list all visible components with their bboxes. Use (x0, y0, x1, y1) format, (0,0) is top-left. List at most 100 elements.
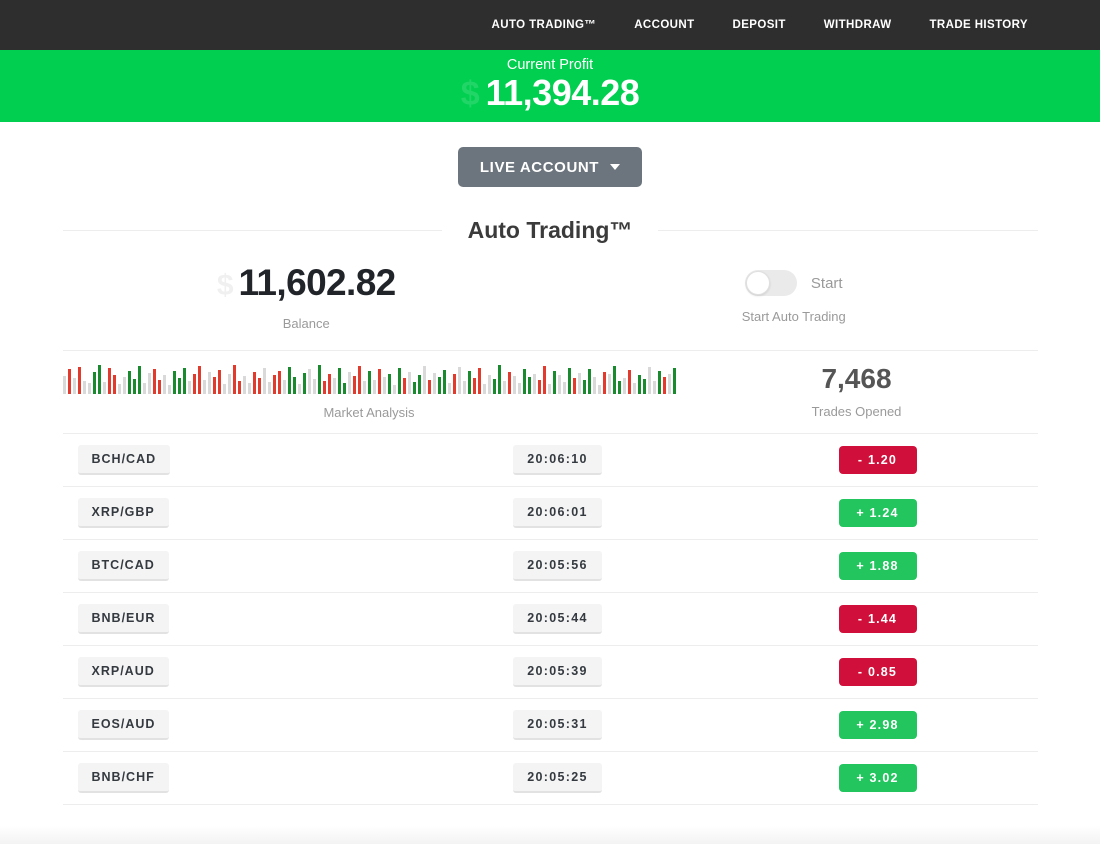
trade-pair-cell: XRP/AUD (63, 657, 398, 687)
market-analysis-bar (512, 376, 516, 394)
market-analysis-bar (167, 385, 171, 394)
stats-row-primary: $ 11,602.82 Balance Start Start Auto Tra… (62, 244, 1038, 351)
trade-time-badge: 20:05:56 (513, 551, 602, 581)
market-analysis-bar (222, 384, 226, 394)
market-analysis-bar (572, 378, 576, 394)
market-analysis-bar (332, 377, 336, 394)
market-analysis-bar (302, 373, 306, 394)
market-analysis-bar (447, 383, 451, 394)
trade-time-badge: 20:05:44 (513, 604, 602, 634)
trade-time-cell: 20:06:10 (398, 445, 718, 475)
market-analysis-bar (672, 368, 676, 394)
market-analysis-caption: Market Analysis (323, 405, 415, 420)
trade-pair-badge: BCH/CAD (77, 445, 171, 475)
market-analysis-bar (257, 378, 261, 394)
current-profit-value-group: $ 11,394.28 (461, 74, 640, 114)
market-analysis-bar (362, 380, 366, 394)
market-analysis-bar (567, 367, 571, 394)
market-analysis-bar (452, 374, 456, 394)
market-analysis-bar (82, 380, 86, 394)
market-analysis-bar (322, 381, 326, 394)
trade-time-cell: 20:05:31 (398, 710, 718, 740)
market-analysis-bar (467, 370, 471, 394)
market-analysis-bar (77, 367, 81, 394)
table-row[interactable]: XRP/AUD 20:05:39 - 0.85 (62, 646, 1038, 699)
auto-trading-toggle[interactable] (744, 270, 797, 296)
market-analysis-bar (592, 376, 596, 394)
current-profit-label: Current Profit (506, 57, 594, 74)
market-analysis-bar (427, 380, 431, 394)
market-analysis-bar (602, 371, 606, 394)
market-analysis-bar (622, 377, 626, 394)
market-analysis-bar (287, 367, 291, 394)
trade-pair-badge: XRP/AUD (77, 657, 169, 687)
table-row[interactable]: EOS/AUD 20:05:31 + 2.98 (62, 699, 1038, 752)
market-analysis-bar (297, 383, 301, 394)
status-badge: - 1.44 (838, 605, 917, 633)
nav-links: AUTO TRADING™ ACCOUNT DEPOSIT WITHDRAW T… (492, 19, 1028, 31)
market-analysis-bar (477, 368, 481, 394)
status-badge: - 0.85 (838, 658, 917, 686)
trades-opened-value: 7,468 (821, 363, 892, 394)
account-selector-row: LIVE ACCOUNT (0, 122, 1100, 187)
market-analysis-bar (597, 385, 601, 394)
table-row[interactable]: XRP/GBP 20:06:01 + 1.24 (62, 487, 1038, 540)
market-analysis-bar (277, 370, 281, 394)
trade-time-cell: 20:05:44 (398, 604, 718, 634)
market-analysis-bar (172, 371, 176, 394)
trade-time-cell: 20:05:56 (398, 551, 718, 581)
market-analysis-bar (357, 366, 361, 394)
trade-pair-cell: XRP/GBP (63, 498, 398, 528)
trade-pair-cell: BCH/CAD (63, 445, 398, 475)
market-analysis-bar (657, 370, 661, 394)
market-analysis-bar (537, 379, 541, 394)
market-analysis-bar (547, 383, 551, 394)
market-analysis-bar (387, 373, 391, 394)
trades-opened-stat: 7,468 Trades Opened (676, 363, 1038, 420)
market-analysis-bar (197, 365, 201, 394)
market-analysis-bar (342, 382, 346, 394)
market-analysis-bar (117, 383, 121, 394)
market-analysis-bar (557, 375, 561, 394)
market-analysis-bar (422, 365, 426, 394)
market-analysis-bar (307, 369, 311, 394)
market-analysis-bar (642, 379, 646, 394)
nav-trade-history[interactable]: TRADE HISTORY (929, 19, 1028, 31)
market-analysis-bar (347, 372, 351, 394)
auto-trading-toggle-stat: Start Start Auto Trading (550, 270, 1038, 324)
balance-value-group: $ 11,602.82 (217, 264, 396, 303)
nav-deposit[interactable]: DEPOSIT (732, 19, 786, 31)
live-account-dropdown-button[interactable]: LIVE ACCOUNT (457, 147, 643, 187)
table-row[interactable]: BNB/CHF 20:05:25 + 3.02 (62, 752, 1038, 805)
market-analysis-bar (122, 376, 126, 394)
trade-time-cell: 20:05:39 (398, 657, 718, 687)
toggle-state-label: Start (810, 274, 843, 292)
market-analysis-chart (62, 364, 676, 394)
nav-auto-trading[interactable]: AUTO TRADING™ (491, 19, 597, 31)
nav-withdraw[interactable]: WITHDRAW (823, 19, 892, 31)
market-analysis-bar (552, 371, 556, 394)
market-analysis-bar (202, 379, 206, 394)
market-analysis-bar (317, 365, 321, 394)
table-row[interactable]: BTC/CAD 20:05:56 + 1.88 (62, 540, 1038, 593)
market-analysis-bar (62, 376, 66, 394)
nav-account[interactable]: ACCOUNT (634, 19, 695, 31)
market-analysis-bar (497, 364, 501, 394)
table-row[interactable]: BCH/CAD 20:06:10 - 1.20 (62, 434, 1038, 487)
market-analysis-bar (372, 379, 376, 394)
table-row[interactable]: BNB/EUR 20:05:44 - 1.44 (62, 593, 1038, 646)
market-analysis-bar (327, 374, 331, 394)
market-analysis-bar (207, 372, 211, 394)
market-analysis-bar (177, 377, 181, 394)
market-analysis-bar (272, 374, 276, 394)
trade-time-badge: 20:06:01 (513, 498, 602, 528)
market-analysis-stat: Market Analysis (62, 364, 676, 420)
market-analysis-bar (397, 367, 401, 394)
market-analysis-bar (132, 379, 136, 394)
market-analysis-bar (517, 382, 521, 394)
market-analysis-bar (262, 367, 266, 394)
market-analysis-bar (127, 370, 131, 394)
market-analysis-bar (367, 371, 371, 394)
market-analysis-bar (662, 377, 666, 394)
market-analysis-bar (607, 374, 611, 394)
